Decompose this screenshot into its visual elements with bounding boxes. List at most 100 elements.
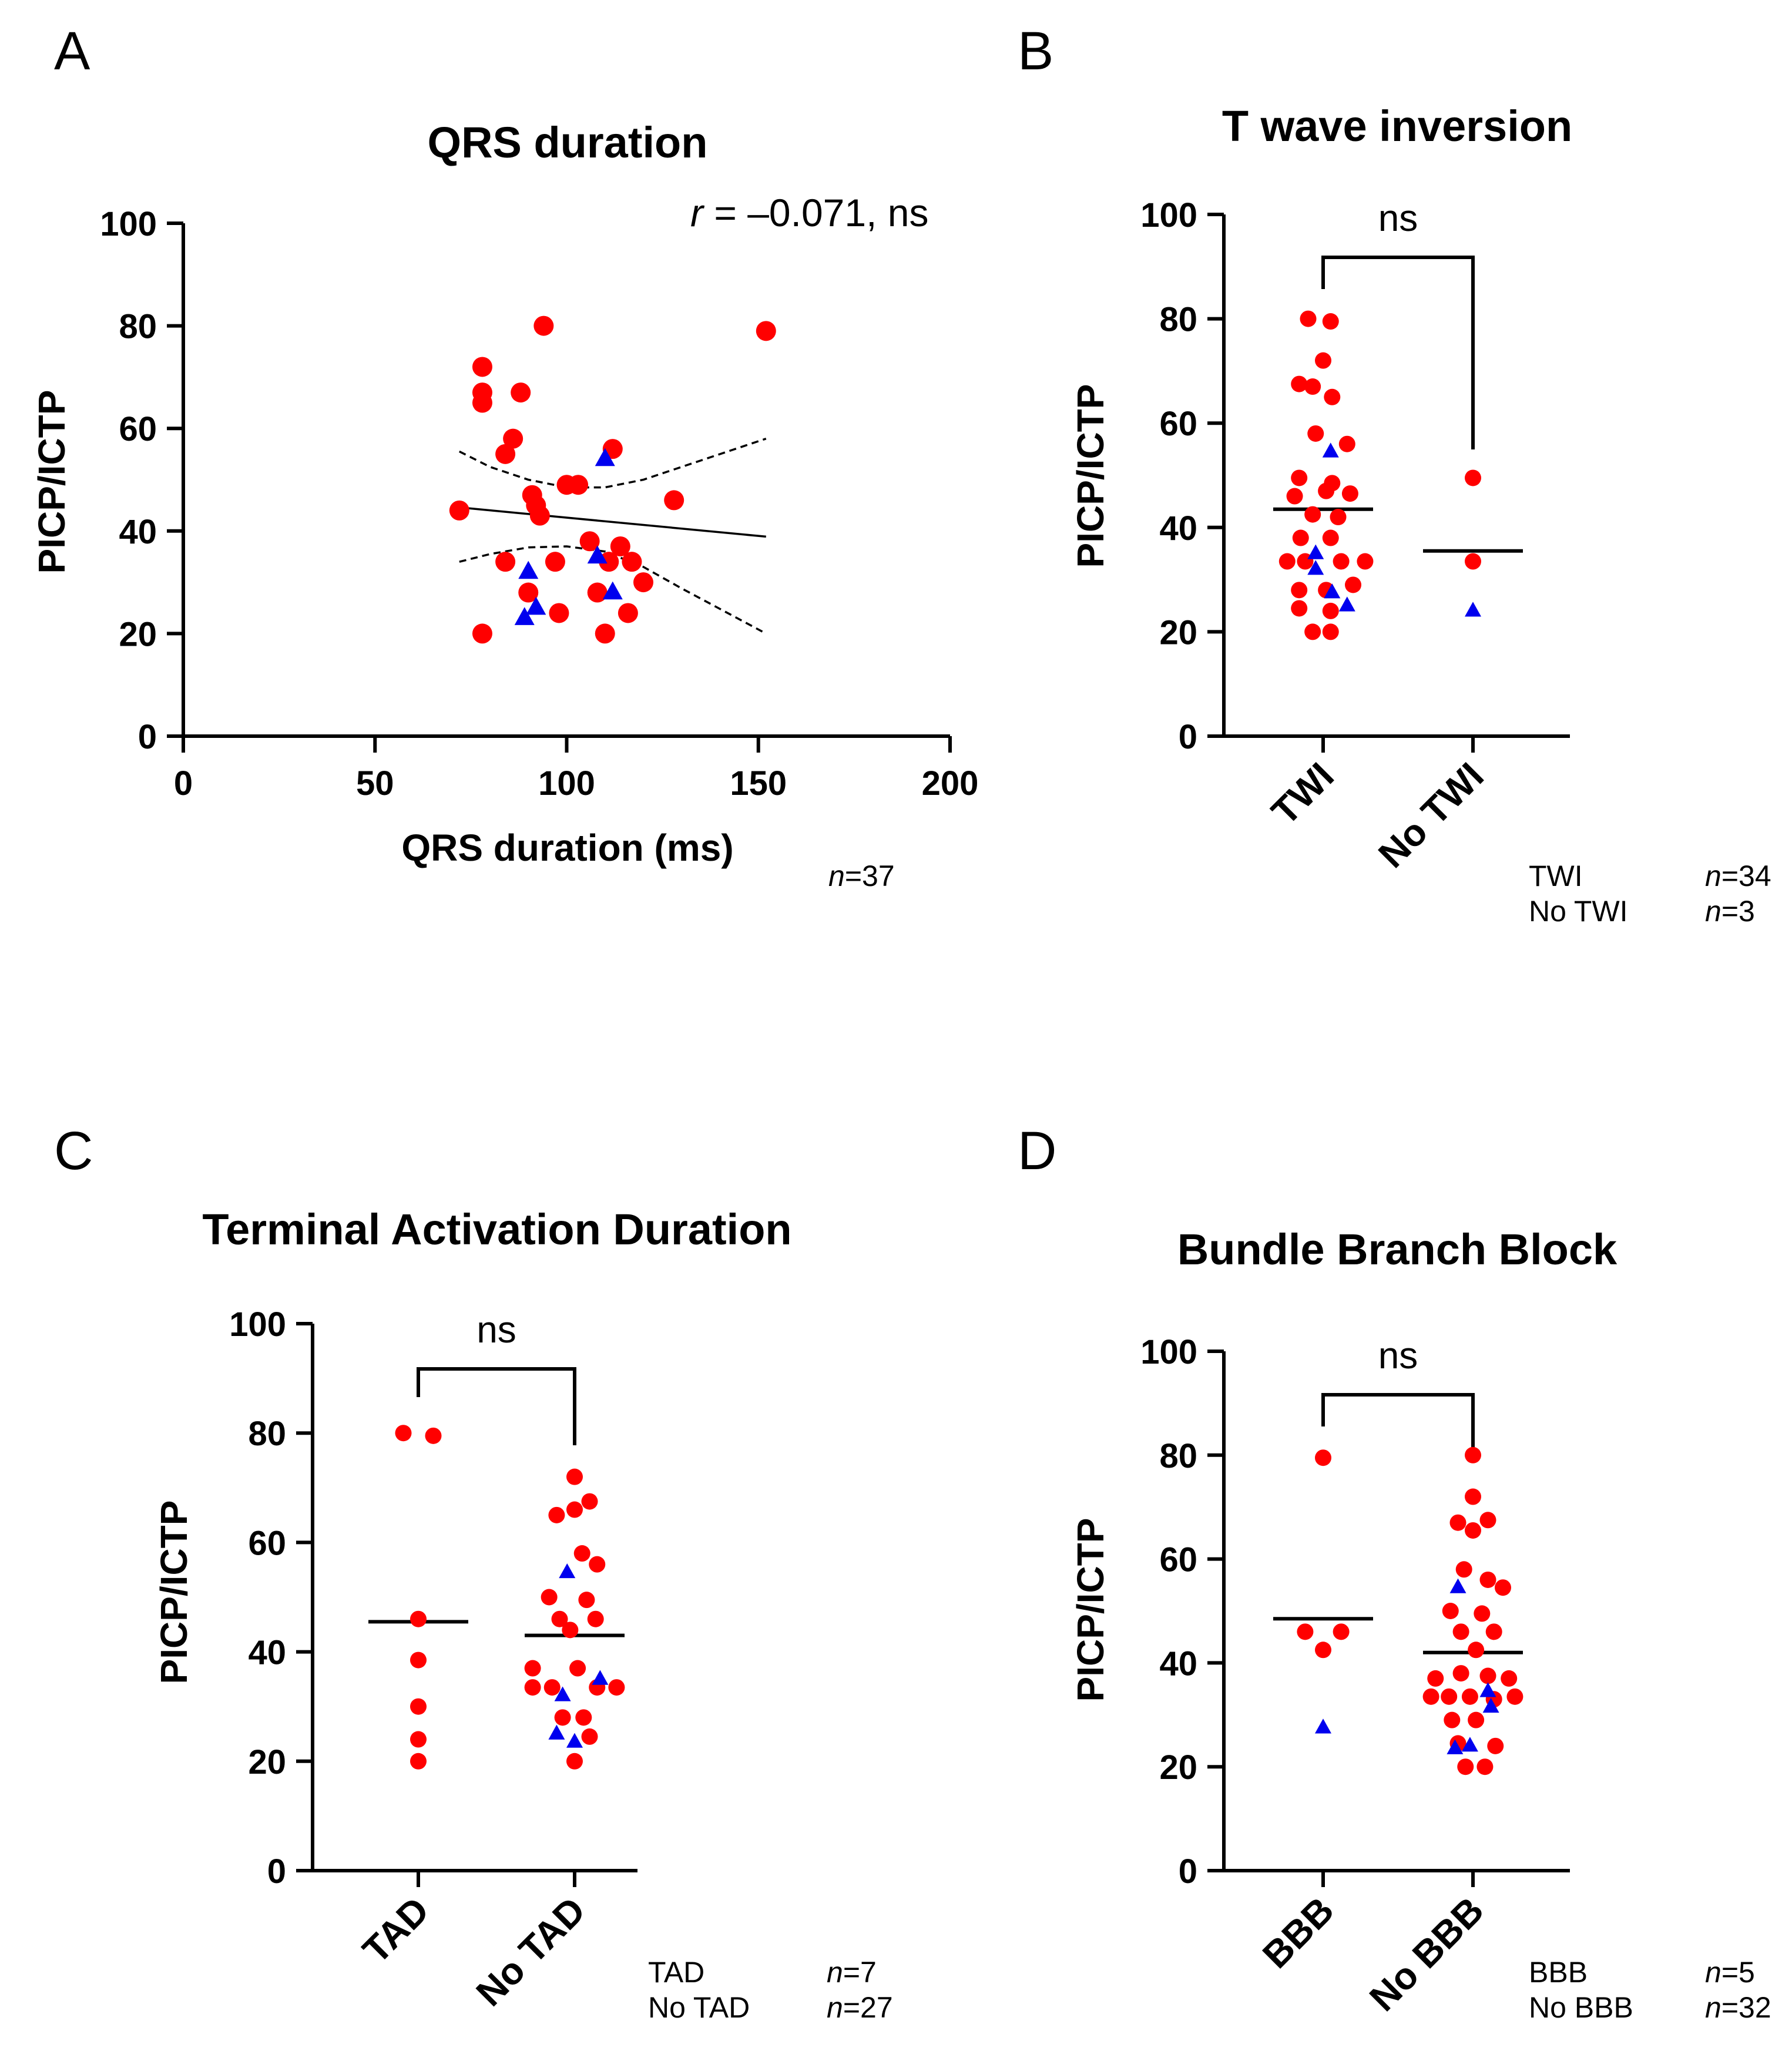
- data-point-circle: [566, 1468, 583, 1485]
- x-tick-label: 0: [174, 764, 193, 803]
- n-italic: n: [828, 860, 845, 892]
- data-point-circle: [1427, 1670, 1444, 1687]
- data-point-circle: [1501, 1670, 1518, 1687]
- panel-d-letter: D: [1018, 1121, 1056, 1181]
- data-point-circle: [581, 1493, 598, 1510]
- data-point-circle: [589, 1556, 606, 1573]
- data-point-circle: [618, 603, 638, 623]
- data-point-circle: [1479, 1571, 1496, 1588]
- data-point-circle: [579, 531, 600, 552]
- data-point-circle: [1291, 469, 1308, 486]
- data-point-circle: [1333, 1623, 1350, 1640]
- data-point-circle: [410, 1610, 427, 1627]
- category-label: No TAD: [468, 1889, 593, 2014]
- legend-n: n=7: [827, 1956, 877, 1989]
- y-tick-label: 20: [1159, 613, 1197, 652]
- data-point-circle: [554, 1709, 571, 1726]
- data-point-circle: [608, 1679, 625, 1696]
- data-point-circle: [518, 582, 539, 603]
- data-point-circle: [1341, 485, 1358, 502]
- panel-d-points: [1273, 1446, 1523, 1775]
- significance-bracket: [1321, 256, 1475, 449]
- data-point-circle: [599, 552, 619, 572]
- data-point-circle: [1457, 1758, 1474, 1775]
- data-point-circle: [1333, 553, 1350, 570]
- y-tick-label: 80: [119, 308, 157, 346]
- y-tick-label: 40: [1159, 1644, 1197, 1683]
- panel-c-title: Terminal Activation Duration: [202, 1205, 791, 1254]
- data-point-circle: [410, 1651, 427, 1669]
- data-point-triangle: [1461, 1737, 1478, 1752]
- legend-n: n=3: [1705, 895, 1755, 928]
- data-point-circle: [1479, 1512, 1496, 1529]
- data-point-triangle: [548, 1724, 565, 1740]
- data-point-circle: [1461, 1688, 1478, 1705]
- data-point-circle: [524, 1679, 541, 1696]
- data-point-circle: [1487, 1737, 1504, 1754]
- data-point-circle: [1449, 1514, 1467, 1531]
- data-point-triangle: [1315, 1718, 1331, 1734]
- x-tick-label: 200: [922, 764, 979, 803]
- data-point-circle: [756, 321, 776, 341]
- data-point-circle: [610, 536, 630, 556]
- legend-n: n=27: [827, 1991, 893, 2024]
- panel-b-points: [1273, 310, 1523, 640]
- data-point-triangle: [1338, 596, 1355, 612]
- data-point-circle: [495, 444, 516, 464]
- data-point-circle: [566, 1753, 583, 1770]
- n-italic: n: [1705, 1991, 1721, 2024]
- n-count: =34: [1721, 860, 1771, 892]
- y-tick-label: 60: [119, 410, 157, 448]
- data-point-circle: [1485, 1623, 1502, 1640]
- data-point-circle: [1322, 529, 1339, 546]
- data-point-circle: [578, 1592, 595, 1609]
- data-point-triangle: [1482, 1697, 1499, 1713]
- legend-n: n=34: [1705, 860, 1771, 892]
- y-tick-label: 100: [100, 205, 157, 243]
- data-point-circle: [1465, 553, 1481, 570]
- data-point-circle: [1455, 1561, 1472, 1578]
- data-point-circle: [575, 1709, 592, 1726]
- y-tick-label: 40: [248, 1634, 286, 1672]
- legend-group-label: TWI: [1529, 860, 1583, 892]
- data-point-circle: [472, 357, 492, 377]
- panel-c-letter: C: [54, 1121, 93, 1181]
- data-point-circle: [595, 623, 615, 644]
- data-point-circle: [1278, 553, 1296, 570]
- data-point-triangle: [1447, 1739, 1464, 1754]
- data-point-triangle: [559, 1563, 576, 1579]
- data-point-circle: [524, 1660, 541, 1677]
- legend-n: n=5: [1705, 1956, 1755, 1989]
- data-point-circle: [1468, 1642, 1485, 1659]
- data-point-circle: [1300, 310, 1317, 327]
- data-point-circle: [410, 1731, 427, 1748]
- data-point-circle: [1322, 602, 1339, 619]
- data-point-circle: [1324, 388, 1341, 405]
- y-tick-label: 0: [138, 718, 157, 756]
- data-point-circle: [549, 603, 569, 623]
- data-point-circle: [1338, 435, 1355, 452]
- data-point-circle: [472, 392, 492, 413]
- panel-c-points: [368, 1425, 625, 1770]
- legend-n: n=32: [1705, 1991, 1771, 2024]
- y-tick-label: 100: [1140, 196, 1197, 234]
- panel-c-axes: 0 20 40 60 80 100 TAD No TAD ns: [229, 1305, 637, 2014]
- legend-group-label: No TWI: [1529, 895, 1628, 928]
- data-point-circle: [1291, 375, 1308, 392]
- data-point-circle: [533, 315, 554, 336]
- data-point-circle: [1297, 1623, 1314, 1640]
- category-label: TAD: [354, 1889, 437, 1972]
- data-point-circle: [1357, 553, 1374, 570]
- panel-a-axes: 0 50 100 150 200 0 20 40 60 80 100: [100, 205, 978, 803]
- panel-a-letter: A: [54, 21, 90, 81]
- panel-a: A QRS duration r = –0.071, ns 0 50 100 150 2…: [31, 21, 978, 892]
- data-point-circle: [1291, 600, 1308, 617]
- data-point-circle: [410, 1698, 427, 1715]
- data-point-circle: [1315, 1642, 1331, 1659]
- panel-d-y-label: PICP/ICTP: [1069, 1518, 1112, 1702]
- data-point-triangle: [1465, 602, 1481, 617]
- data-point-circle: [1465, 469, 1481, 486]
- data-point-triangle: [1307, 544, 1324, 559]
- panel-c: C Terminal Activation Duration 0 20 40 60 80…: [54, 1121, 893, 2024]
- data-point-circle: [472, 623, 492, 644]
